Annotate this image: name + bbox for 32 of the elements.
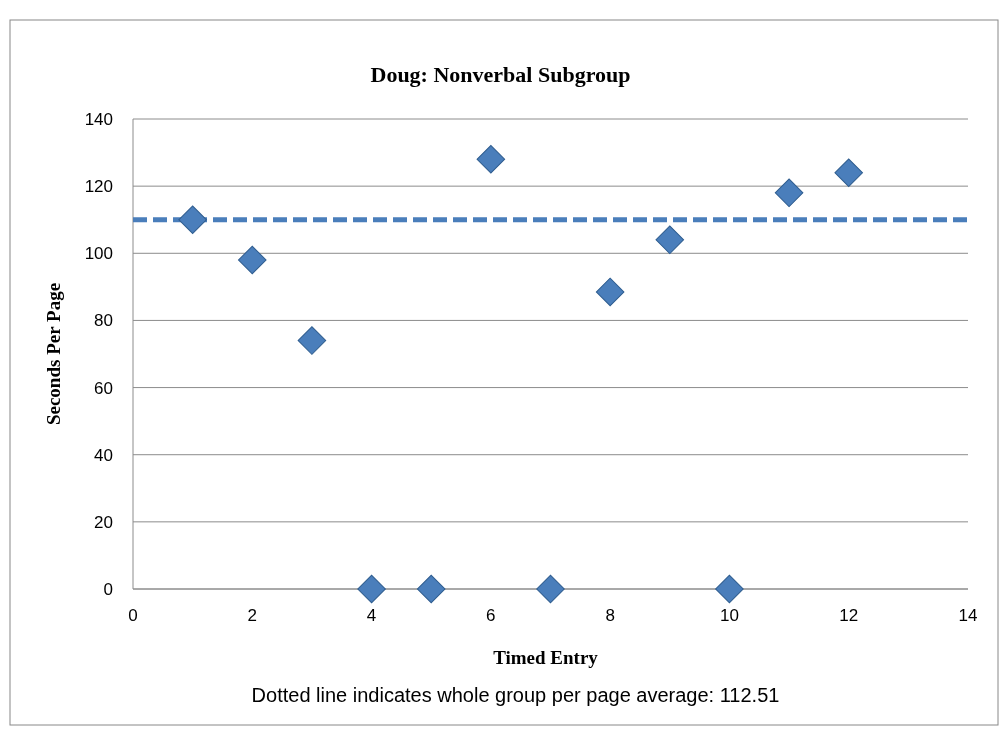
y-tick-label: 20 xyxy=(94,512,113,532)
y-tick-label: 80 xyxy=(94,311,113,331)
x-tick-label: 4 xyxy=(366,606,377,625)
x-tick-label: 8 xyxy=(605,606,615,625)
y-tick-label: 60 xyxy=(94,378,113,398)
point xyxy=(416,574,446,604)
y-tick-label: 0 xyxy=(103,579,113,599)
point xyxy=(595,277,625,307)
y-tick-label: 120 xyxy=(84,177,113,197)
x-tick-label: 14 xyxy=(958,606,978,625)
y-tick-label: 140 xyxy=(84,109,113,129)
chart-title: Doug: Nonverbal Subgroup xyxy=(370,62,631,87)
point xyxy=(297,326,327,355)
y-axis-title: Seconds Per Page xyxy=(43,282,64,426)
point xyxy=(476,145,506,174)
point xyxy=(655,225,685,255)
x-tick-label: 12 xyxy=(839,606,859,625)
x-axis-title: Timed Entry xyxy=(493,647,599,668)
point xyxy=(834,158,863,187)
x-tick-label: 0 xyxy=(128,606,138,625)
point xyxy=(178,205,207,234)
text: Dotted line indicates whole group per page average: 112.51 xyxy=(251,684,780,706)
point xyxy=(715,574,744,604)
point xyxy=(357,574,386,604)
point xyxy=(774,178,804,208)
point xyxy=(536,574,565,604)
x-tick-label: 6 xyxy=(486,606,496,625)
y-tick-label: 100 xyxy=(84,244,113,264)
x-tick-label: 10 xyxy=(719,606,739,625)
y-tick-label: 40 xyxy=(94,445,113,465)
point xyxy=(238,245,267,275)
x-tick-label: 2 xyxy=(247,606,258,625)
